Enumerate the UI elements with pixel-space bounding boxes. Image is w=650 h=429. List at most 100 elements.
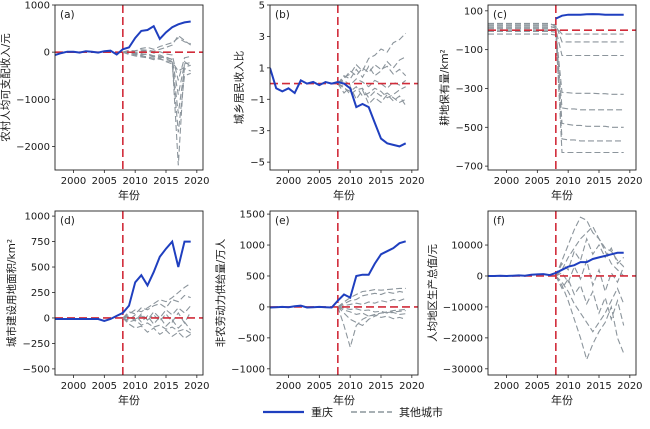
x-tick-label: 2015 <box>368 176 393 187</box>
y-tick-label: −300 <box>456 84 483 95</box>
other-city-line <box>337 290 406 308</box>
x-axis-label: 年份 <box>551 393 573 407</box>
x-tick-label: 2010 <box>122 381 147 392</box>
y-axis-label: 城市建设用地面积/km² <box>5 239 18 347</box>
x-tick-label: 2020 <box>617 176 642 187</box>
plot-frame <box>54 210 204 376</box>
y-tick-label: −1000 <box>16 95 50 106</box>
panel-label: (b) <box>275 9 290 21</box>
x-tick-label: 2010 <box>555 381 580 392</box>
plot-area <box>270 5 418 170</box>
other-city-line <box>555 216 625 277</box>
y-axis-label: 人均地区生产总值/元 <box>426 243 439 342</box>
y-tick-label: 1000 <box>25 1 50 12</box>
y-tick-label: 750 <box>31 237 50 248</box>
y-axis-label: 耕地保有量/km² <box>438 49 451 126</box>
x-axis-label: 年份 <box>118 393 140 407</box>
other-city-line <box>337 306 406 320</box>
legend-chongqing-label: 重庆 <box>311 405 333 419</box>
plot-area <box>488 5 636 170</box>
chongqing-line <box>270 67 407 148</box>
legend: 重庆 其他城市 <box>263 405 443 419</box>
x-tick-label: 2005 <box>92 381 117 392</box>
x-tick-label: 2000 <box>494 176 519 187</box>
x-tick-label: 2000 <box>494 381 519 392</box>
other-city-line <box>122 51 191 114</box>
plot-area <box>55 5 203 170</box>
y-tick-label: −500 <box>456 123 483 134</box>
other-city-line <box>122 294 191 319</box>
panel-b: 2000 2005 2010 2015 2020 −5 −3 −1 1 3 5 (b) 年份 城乡居民收入… <box>233 1 425 203</box>
x-axis-label: 年份 <box>333 188 355 202</box>
y-tick-label: 250 <box>31 288 50 299</box>
other-city-line <box>555 275 625 333</box>
y-axis-label: 城乡居民收入比 <box>233 51 246 125</box>
x-tick-label: 2010 <box>337 381 362 392</box>
panel-label: (f) <box>493 215 505 227</box>
plot-frame <box>487 4 637 171</box>
chongqing-line <box>555 13 624 20</box>
x-tick-label: 2015 <box>586 381 611 392</box>
panel-c: 2000 2005 2010 2015 2020 −700 −500 −300 −100 100 (… <box>438 4 643 202</box>
x-tick-label: 2015 <box>368 381 393 392</box>
y-tick-label: −100 <box>456 45 483 56</box>
other-city-line <box>488 33 624 142</box>
y-tick-label: −700 <box>456 162 483 173</box>
x-tick-label: 2005 <box>525 176 550 187</box>
panel-label: (c) <box>493 9 507 21</box>
other-city-line <box>122 51 191 95</box>
other-city-line <box>122 37 191 53</box>
y-tick-label: 500 <box>31 263 50 274</box>
other-city-line <box>555 225 625 277</box>
y-tick-label: 0 <box>44 313 50 324</box>
panel-a: 2000 2005 2010 2015 2020 −2000 −1000 0 1000 (a) 年份… <box>0 1 210 203</box>
x-tick-label: 2010 <box>337 176 362 187</box>
plot-area <box>270 211 418 375</box>
y-tick-label: 5 <box>259 1 265 12</box>
panel-label: (d) <box>60 215 75 227</box>
other-city-line <box>488 30 624 111</box>
other-city-line <box>555 258 625 294</box>
plot-area <box>488 211 636 375</box>
other-city-line <box>122 282 192 319</box>
other-city-line <box>555 275 625 362</box>
other-city-line <box>337 83 406 99</box>
panels: 2000 2005 2010 2015 2020−2000−100001000(a)年份… <box>0 1 643 408</box>
y-tick-label: 0 <box>44 48 50 59</box>
x-tick-label: 2015 <box>586 176 611 187</box>
y-tick-label: −1 <box>250 95 265 106</box>
y-tick-label: 1 <box>259 63 265 74</box>
other-city-line <box>337 306 406 315</box>
x-tick-label: 2020 <box>617 381 642 392</box>
y-tick-label: −2000 <box>16 142 50 153</box>
x-tick-label: 2020 <box>184 176 209 187</box>
y-axis-label: 农村人均可支配收入/元 <box>0 33 12 142</box>
other-city-line <box>122 51 191 133</box>
x-axis-label: 年份 <box>333 393 355 407</box>
y-tick-label: 1000 <box>25 212 50 223</box>
other-city-line <box>337 306 406 327</box>
other-city-line <box>122 34 192 53</box>
y-tick-label: 100 <box>464 6 483 17</box>
y-tick-label: 1500 <box>240 210 265 221</box>
x-axis-label: 年份 <box>118 188 140 202</box>
y-tick-label: −1000 <box>231 364 265 375</box>
panel-e: 2000 2005 2010 2015 2020 −1000 −500 0 500 1000 150… <box>214 210 425 407</box>
other-city-line <box>555 237 625 277</box>
y-tick-label: −3 <box>250 126 265 137</box>
y-tick-label: −500 <box>238 333 265 344</box>
x-tick-label: 2020 <box>184 381 209 392</box>
y-axis-label: 非农劳动力供给量/万人 <box>214 238 227 347</box>
other-city-line <box>122 317 191 334</box>
x-tick-label: 2000 <box>276 381 301 392</box>
other-city-line <box>337 287 406 308</box>
panel-d: 2000 2005 2010 2015 2020 −500 −250 0 250 500 750 10… <box>5 210 210 407</box>
panel-f: 2000 2005 2010 2015 2020 −30000 −20000 −10000 0 1… <box>426 210 643 407</box>
other-city-line <box>555 275 625 326</box>
y-tick-label: −30000 <box>443 364 483 375</box>
other-city-line <box>488 28 624 57</box>
other-city-line <box>488 26 624 35</box>
x-tick-label: 2020 <box>399 381 424 392</box>
y-tick-label: 3 <box>259 32 265 43</box>
